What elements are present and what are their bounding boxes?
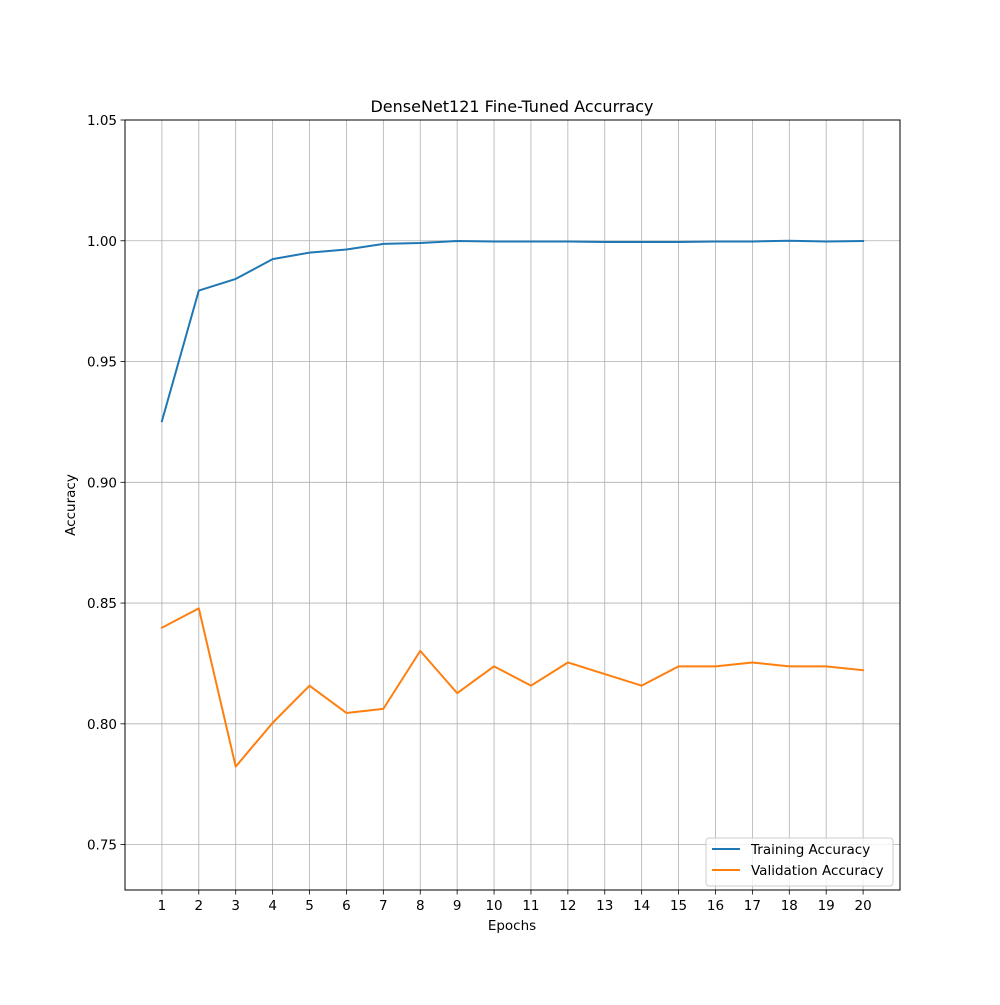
y-tick-label: 0.85 <box>87 596 117 612</box>
y-tick-label: 1.00 <box>87 234 117 250</box>
x-tick-label: 14 <box>633 898 650 914</box>
legend: Training Accuracy Validation Accuracy <box>706 838 893 886</box>
x-tick-label: 17 <box>744 898 761 914</box>
x-tick-label: 10 <box>485 898 502 914</box>
y-tick-label: 1.05 <box>87 113 117 129</box>
x-tick-label: 7 <box>379 898 388 914</box>
x-tick-label: 12 <box>559 898 576 914</box>
x-tick-label: 19 <box>818 898 835 914</box>
x-axis-label: Epochs <box>488 918 536 934</box>
x-tick-label: 13 <box>596 898 613 914</box>
x-tick-label: 5 <box>305 898 314 914</box>
x-tick-label: 15 <box>670 898 687 914</box>
x-tick-label: 11 <box>522 898 539 914</box>
x-tick-label: 3 <box>231 898 240 914</box>
x-tick-label: 4 <box>268 898 277 914</box>
y-tick-label: 0.90 <box>87 475 117 491</box>
y-tick-label: 0.95 <box>87 355 117 371</box>
legend-validation-label: Validation Accuracy <box>751 863 884 879</box>
x-tick-label: 9 <box>453 898 462 914</box>
x-tick-label: 20 <box>855 898 872 914</box>
y-axis-label: Accuracy <box>63 474 79 536</box>
x-tick-label: 6 <box>342 898 351 914</box>
chart-title: DenseNet121 Fine-Tuned Accurracy <box>370 97 653 116</box>
y-tick-label: 0.80 <box>87 717 117 733</box>
x-tick-label: 8 <box>416 898 425 914</box>
x-tick-label: 18 <box>781 898 798 914</box>
legend-training-label: Training Accuracy <box>750 842 870 858</box>
y-tick-label: 0.75 <box>87 838 117 854</box>
x-tick-label: 16 <box>707 898 724 914</box>
x-tick-label: 1 <box>158 898 167 914</box>
x-tick-label: 2 <box>195 898 204 914</box>
